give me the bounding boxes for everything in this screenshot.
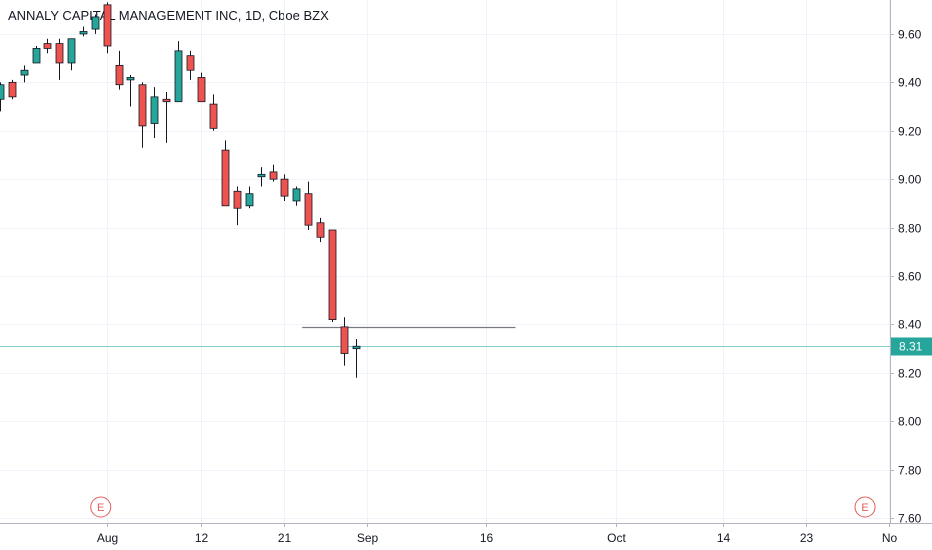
candle [186,50,195,80]
candle-body [55,43,64,64]
candle-body [186,55,195,71]
time-tick-label: Aug [97,531,118,545]
candle-body [352,345,361,350]
price-axis[interactable]: 9.60 9.40 9.20 9.00 8.80 8.60 8.40 8.20 8.00 7.80… [890,28,922,526]
last-price-tag-bg [891,337,932,356]
candle [257,167,266,187]
candle-body [126,77,135,81]
candle-body [280,178,289,197]
earnings-event-marker[interactable]: E [854,496,876,518]
candle [67,38,76,71]
time-tick-label: 14 [717,531,731,545]
candle [20,65,29,83]
candle [328,229,337,323]
candle-body [221,149,230,207]
candle [162,92,171,143]
candle [103,2,112,54]
price-tick-label: 9.60 [898,28,922,42]
candle [138,82,147,148]
candles-layer [0,2,361,378]
candle-body [340,326,349,354]
earnings-event-circle [90,496,112,518]
candle-body [174,50,183,103]
candle-body [304,193,313,226]
earnings-event-circle [854,496,876,518]
time-tick-label: 21 [278,531,292,545]
candle [245,186,254,209]
candle-body [209,103,218,129]
candle [79,26,88,37]
last-price-tag: 8.31 [891,337,932,356]
candle-body [67,38,76,64]
price-tick-label: 8.80 [898,222,922,236]
price-tick-label: 9.40 [898,76,922,90]
candle [0,82,5,112]
time-tick-label: Oct [607,531,626,545]
candle-body [292,188,301,202]
price-tick-label: 7.60 [898,512,922,526]
candle-body [103,4,112,47]
price-tick-label: 9.20 [898,125,922,139]
candle-body [245,193,254,207]
candle-body [20,69,29,76]
candle [55,38,64,80]
candle [316,217,325,243]
time-axis-background [0,523,932,550]
candle-body [197,77,206,103]
candle [43,38,52,54]
candle [269,164,278,182]
candle [233,186,242,226]
candle [340,317,349,366]
candle-body [91,16,100,30]
candle [209,94,218,131]
candle-body [257,173,266,178]
time-tick-label: 12 [195,531,209,545]
price-tick-label: 8.40 [898,318,922,332]
candle [115,50,124,90]
candle [221,140,230,207]
candle [280,174,289,201]
time-tick-label: No [882,531,898,545]
earnings-event-marker[interactable]: E [90,496,112,518]
candle-body [43,43,52,49]
candle [32,46,41,64]
earnings-event-label: E [97,502,104,514]
candle [174,41,183,103]
price-tick-label: 9.00 [898,173,922,187]
candle-body [150,96,159,124]
candle-body [115,64,124,86]
price-tick-label: 7.80 [898,464,922,478]
time-tick-label: 16 [480,531,494,545]
time-tick-label: Sep [357,531,379,545]
time-axis[interactable]: Aug 12 21 Sep 16 Oct 14 23 No [97,523,898,545]
earnings-event-label: E [861,502,868,514]
time-tick-label: 23 [800,531,814,545]
candle [8,79,17,100]
candle [304,181,313,231]
candle [197,72,206,103]
candle [150,87,159,139]
candle-body [269,171,278,180]
candle-body [233,190,242,209]
candle [352,338,361,378]
candle [126,75,135,107]
candle-body [162,98,171,103]
candle [91,14,100,34]
candle-body [79,31,88,35]
candle-body [138,84,147,127]
candle-body [316,222,325,238]
price-tick-label: 8.00 [898,415,922,429]
last-price-tag-label: 8.31 [899,340,923,354]
candle-body [8,81,17,98]
candle-body [328,229,337,321]
price-tick-label: 8.60 [898,270,922,284]
chart-title: ANNALY CAPITAL MANAGEMENT INC, 1D, Cboe … [8,8,329,23]
candle [292,186,301,206]
price-axis-background [890,0,932,550]
candle-body [32,48,41,64]
price-tick-label: 8.20 [898,367,922,381]
candle-body [0,84,5,100]
